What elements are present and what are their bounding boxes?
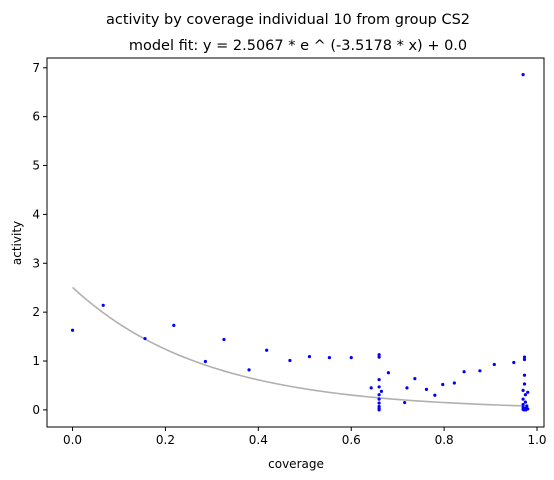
data-point (526, 390, 530, 394)
data-point (478, 369, 482, 373)
data-point (512, 360, 516, 365)
data-point (522, 408, 526, 412)
fit-curve (72, 286, 528, 407)
x-tick-label: 0.8 (435, 433, 454, 447)
data-point (222, 337, 226, 342)
x-tick-label: 0.4 (249, 433, 268, 447)
data-point (377, 397, 381, 401)
data-point (441, 382, 445, 387)
plot-frame (46, 57, 545, 428)
data-point (327, 356, 332, 360)
data-point (424, 387, 429, 391)
data-point (522, 357, 527, 362)
data-point (522, 355, 527, 359)
y-tick-label: 0 (32, 403, 40, 417)
data-point (70, 328, 75, 332)
data-point (433, 393, 437, 397)
data-point (403, 400, 407, 405)
y-tick-label: 4 (32, 207, 40, 221)
data-point (523, 400, 528, 404)
data-point (522, 373, 527, 377)
data-point (525, 404, 529, 408)
chart-subtitle: model fit: y = 2.5067 * e ^ (-3.5178 * x… (129, 38, 467, 54)
y-axis-label: activity (10, 221, 24, 265)
data-point (349, 356, 353, 360)
data-point (377, 408, 381, 412)
data-point (521, 388, 525, 392)
x-tick-label: 0.6 (342, 433, 361, 447)
data-point (413, 377, 417, 381)
data-point (369, 386, 373, 390)
data-point (265, 348, 269, 352)
y-tick-label: 5 (32, 159, 40, 173)
y-tick-label: 1 (32, 354, 40, 368)
x-tick-label: 0.2 (156, 433, 175, 447)
data-point (377, 401, 381, 405)
data-point (379, 389, 384, 393)
data-point (101, 303, 105, 307)
y-tick-label: 7 (32, 61, 40, 75)
y-tick-label: 2 (32, 305, 40, 319)
data-point (462, 370, 466, 374)
data-point (143, 336, 147, 341)
data-point (452, 381, 456, 385)
data-point (377, 385, 381, 389)
x-axis-label: coverage (268, 457, 324, 471)
data-point (521, 73, 525, 77)
data-point (492, 362, 496, 367)
data-point (377, 393, 381, 397)
data-point (172, 323, 176, 327)
chart-title: activity by coverage individual 10 from … (106, 12, 470, 28)
data-point (307, 355, 312, 359)
data-point (405, 386, 409, 390)
data-point (377, 377, 381, 382)
data-point (522, 382, 527, 386)
data-point (247, 368, 251, 372)
data-point (386, 371, 390, 375)
data-point (523, 393, 528, 397)
x-tick-label: 1.0 (527, 433, 546, 447)
data-point (203, 359, 207, 364)
data-point (377, 355, 381, 359)
data-point (521, 397, 525, 401)
data-point (377, 353, 381, 357)
y-tick-label: 3 (32, 256, 40, 270)
data-point (288, 358, 292, 363)
data-point (521, 402, 525, 407)
x-tick-label: 0.0 (63, 433, 82, 447)
y-tick-label: 6 (32, 110, 40, 124)
